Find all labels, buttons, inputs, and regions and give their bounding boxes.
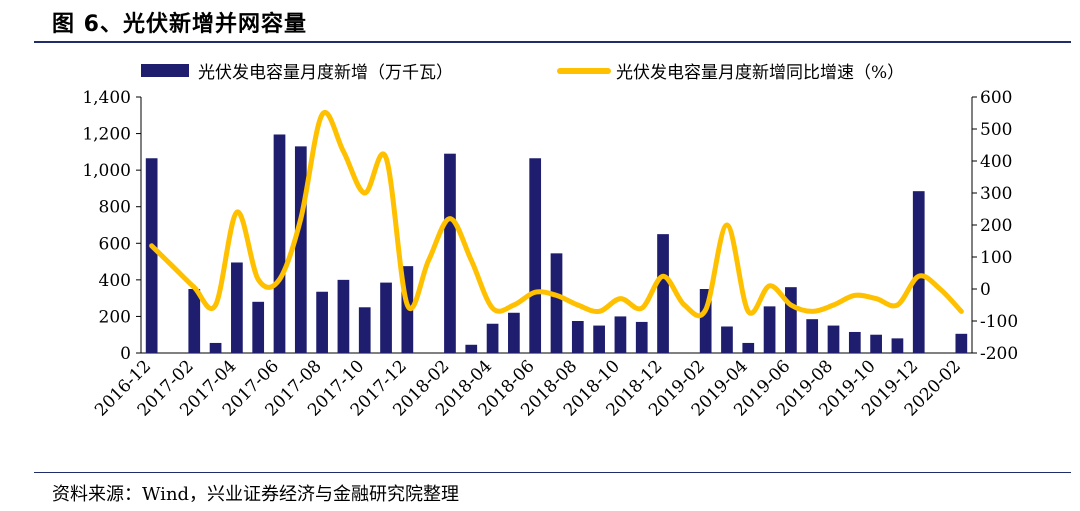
bar bbox=[380, 282, 392, 353]
source-note: 资料来源：Wind，兴业证券经济与金融研究院整理 bbox=[52, 484, 460, 505]
left-tick-label: 0 bbox=[120, 344, 131, 364]
left-tick-label: 1,200 bbox=[82, 125, 131, 145]
bar bbox=[294, 146, 307, 353]
bar bbox=[188, 289, 201, 353]
bar bbox=[337, 279, 350, 353]
right-tick-label: 600 bbox=[980, 88, 1012, 108]
bar bbox=[358, 307, 371, 353]
bar bbox=[955, 333, 968, 353]
page-title: 图 6、光伏新增并网容量 bbox=[52, 12, 307, 37]
bar bbox=[593, 325, 605, 353]
yoy-growth-line bbox=[149, 109, 964, 319]
bar bbox=[785, 287, 797, 353]
bar bbox=[486, 323, 499, 353]
right-tick-label: 400 bbox=[980, 152, 1012, 172]
right-tick-label: 500 bbox=[980, 120, 1012, 140]
bar bbox=[273, 134, 286, 353]
bar bbox=[870, 334, 882, 353]
bar bbox=[721, 326, 733, 353]
bar bbox=[699, 289, 712, 353]
bar bbox=[912, 191, 925, 353]
bar bbox=[848, 331, 861, 353]
bar bbox=[571, 321, 584, 353]
legend-bar-swatch bbox=[141, 64, 189, 77]
bar bbox=[145, 158, 158, 353]
line-series bbox=[149, 109, 964, 319]
right-tick-label: -200 bbox=[980, 344, 1018, 364]
bar bbox=[806, 319, 819, 353]
bar bbox=[316, 291, 328, 353]
left-tick-label: 600 bbox=[99, 234, 131, 254]
left-tick-label: 800 bbox=[99, 198, 131, 218]
left-tick-label: 400 bbox=[99, 271, 131, 291]
bar bbox=[742, 342, 755, 353]
bar bbox=[231, 262, 243, 353]
left-tick-label: 1,000 bbox=[82, 161, 131, 181]
bar bbox=[529, 158, 542, 353]
bar bbox=[614, 316, 627, 353]
bar-series bbox=[145, 134, 968, 353]
chart: 光伏发电容量月度新增（万千瓦） 光伏发电容量月度新增同比增速（%） 0 200 40… bbox=[82, 63, 1018, 420]
legend-bar-label: 光伏发电容量月度新增（万千瓦） bbox=[198, 63, 453, 83]
bar bbox=[444, 153, 456, 353]
legend-line-label: 光伏发电容量月度新增同比增速（%） bbox=[616, 63, 904, 83]
bar bbox=[465, 344, 478, 353]
left-tick-label: 1,400 bbox=[82, 88, 131, 108]
bar bbox=[657, 234, 669, 353]
title-divider bbox=[34, 41, 1071, 43]
right-tick-label: 300 bbox=[980, 184, 1012, 204]
bar bbox=[550, 253, 563, 353]
axis-labels: 0 200 400 600 800 1,000 1,200 1,400 -200 -100 0 100… bbox=[82, 88, 1018, 420]
right-tick-label: 0 bbox=[980, 280, 991, 300]
right-tick-label: 100 bbox=[980, 248, 1012, 268]
bar bbox=[891, 338, 904, 353]
bar bbox=[252, 301, 265, 353]
right-tick-label: -100 bbox=[980, 312, 1018, 332]
bar bbox=[827, 325, 840, 353]
bar bbox=[763, 306, 776, 353]
bar bbox=[635, 321, 648, 353]
footer-divider bbox=[34, 472, 1071, 473]
bar bbox=[508, 312, 520, 353]
legend: 光伏发电容量月度新增（万千瓦） 光伏发电容量月度新增同比增速（%） bbox=[141, 63, 904, 83]
left-tick-label: 200 bbox=[99, 307, 131, 327]
bar bbox=[209, 342, 222, 353]
right-tick-label: 200 bbox=[980, 216, 1012, 236]
